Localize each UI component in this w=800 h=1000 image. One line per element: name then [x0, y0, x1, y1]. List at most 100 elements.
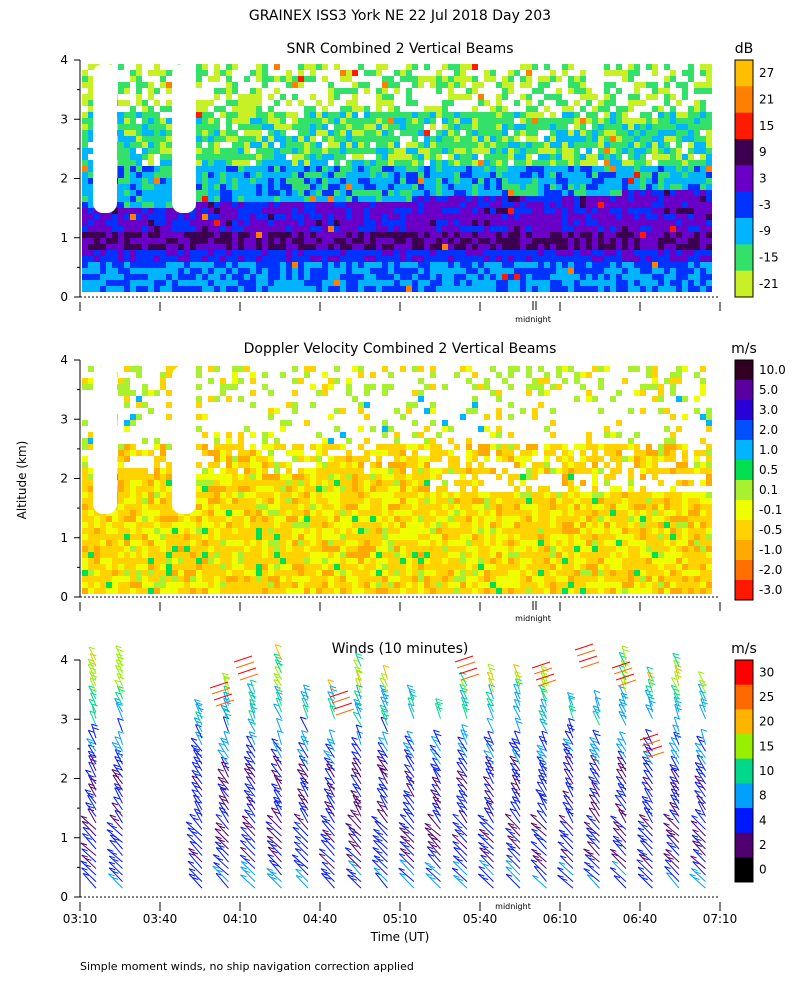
doppler-cell [568, 450, 574, 456]
snr-cell [262, 76, 268, 82]
doppler-cell [502, 498, 508, 504]
snr-cell [124, 112, 130, 118]
snr-cell [214, 250, 220, 256]
snr-cell [424, 226, 430, 232]
doppler-cell [214, 450, 220, 456]
doppler-cell [238, 516, 244, 522]
doppler-cell [514, 510, 520, 516]
snr-cell [478, 184, 484, 190]
snr-cell [274, 100, 280, 106]
snr-cell [250, 226, 256, 232]
snr-cell [616, 202, 622, 208]
snr-cell [442, 274, 448, 280]
doppler-cell [250, 498, 256, 504]
snr-cell [142, 196, 148, 202]
snr-cell [670, 208, 676, 214]
doppler-cell [352, 396, 358, 402]
snr-cell [412, 256, 418, 262]
snr-cell [310, 94, 316, 100]
doppler-cell [514, 456, 520, 462]
snr-cell [130, 148, 136, 154]
snr-cell [268, 160, 274, 166]
snr-cell [634, 220, 640, 226]
snr-cell [310, 202, 316, 208]
snr-cell [226, 256, 232, 262]
snr-cell [352, 250, 358, 256]
snr-cell [652, 226, 658, 232]
doppler-cell [88, 432, 94, 438]
snr-cell [646, 142, 652, 148]
snr-cell [244, 94, 250, 100]
snr-cell [532, 286, 538, 292]
doppler-cell [208, 450, 214, 456]
snr-cell [262, 220, 268, 226]
doppler-cell [508, 492, 514, 498]
snr-cell [508, 196, 514, 202]
snr-cell [514, 256, 520, 262]
snr-cell [598, 220, 604, 226]
snr-cell [286, 160, 292, 166]
doppler-cell [286, 480, 292, 486]
doppler-cell [538, 510, 544, 516]
doppler-cell [388, 384, 394, 390]
doppler-cell [406, 462, 412, 468]
snr-cell [418, 112, 424, 118]
snr-cell [682, 202, 688, 208]
snr-cell [442, 280, 448, 286]
snr-cell [586, 220, 592, 226]
snr-cell [634, 124, 640, 130]
doppler-cell [208, 468, 214, 474]
snr-cell [598, 124, 604, 130]
snr-cell [424, 118, 430, 124]
doppler-cell [652, 456, 658, 462]
snr-cell [466, 214, 472, 220]
snr-cell [388, 82, 394, 88]
snr-cell [232, 256, 238, 262]
snr-cell [622, 148, 628, 154]
snr-cell [544, 268, 550, 274]
snr-cell [652, 88, 658, 94]
snr-cell [610, 154, 616, 160]
snr-cell [214, 166, 220, 172]
snr-cell [256, 262, 262, 268]
snr-cell [328, 214, 334, 220]
snr-cell [280, 232, 286, 238]
snr-cell [304, 202, 310, 208]
snr-cell [154, 100, 160, 106]
doppler-cell [694, 462, 700, 468]
snr-cell [574, 268, 580, 274]
snr-cell [430, 154, 436, 160]
snr-cell [274, 232, 280, 238]
doppler-cell [538, 378, 544, 384]
snr-cell [304, 118, 310, 124]
snr-cell [574, 76, 580, 82]
snr-cell [502, 154, 508, 160]
snr-cell [88, 226, 94, 232]
snr-cell [520, 208, 526, 214]
snr-cell [232, 196, 238, 202]
snr-cell [274, 202, 280, 208]
snr-cell [280, 202, 286, 208]
doppler-cell [130, 498, 136, 504]
snr-cell [592, 238, 598, 244]
doppler-cell [346, 516, 352, 522]
snr-cell [526, 226, 532, 232]
snr-cell [424, 286, 430, 292]
snr-cell [268, 106, 274, 112]
snr-cell [202, 220, 208, 226]
snr-cell [478, 172, 484, 178]
snr-cell [202, 280, 208, 286]
doppler-cell [700, 480, 706, 486]
snr-cell [214, 178, 220, 184]
doppler-cell [118, 492, 124, 498]
doppler-cell [196, 462, 202, 468]
snr-cell [208, 280, 214, 286]
snr-cell [346, 268, 352, 274]
snr-cell [232, 82, 238, 88]
snr-cell [622, 190, 628, 196]
snr-cell [268, 142, 274, 148]
doppler-cell [562, 462, 568, 468]
doppler-cell [436, 444, 442, 450]
snr-cell [124, 178, 130, 184]
doppler-cell [478, 480, 484, 486]
